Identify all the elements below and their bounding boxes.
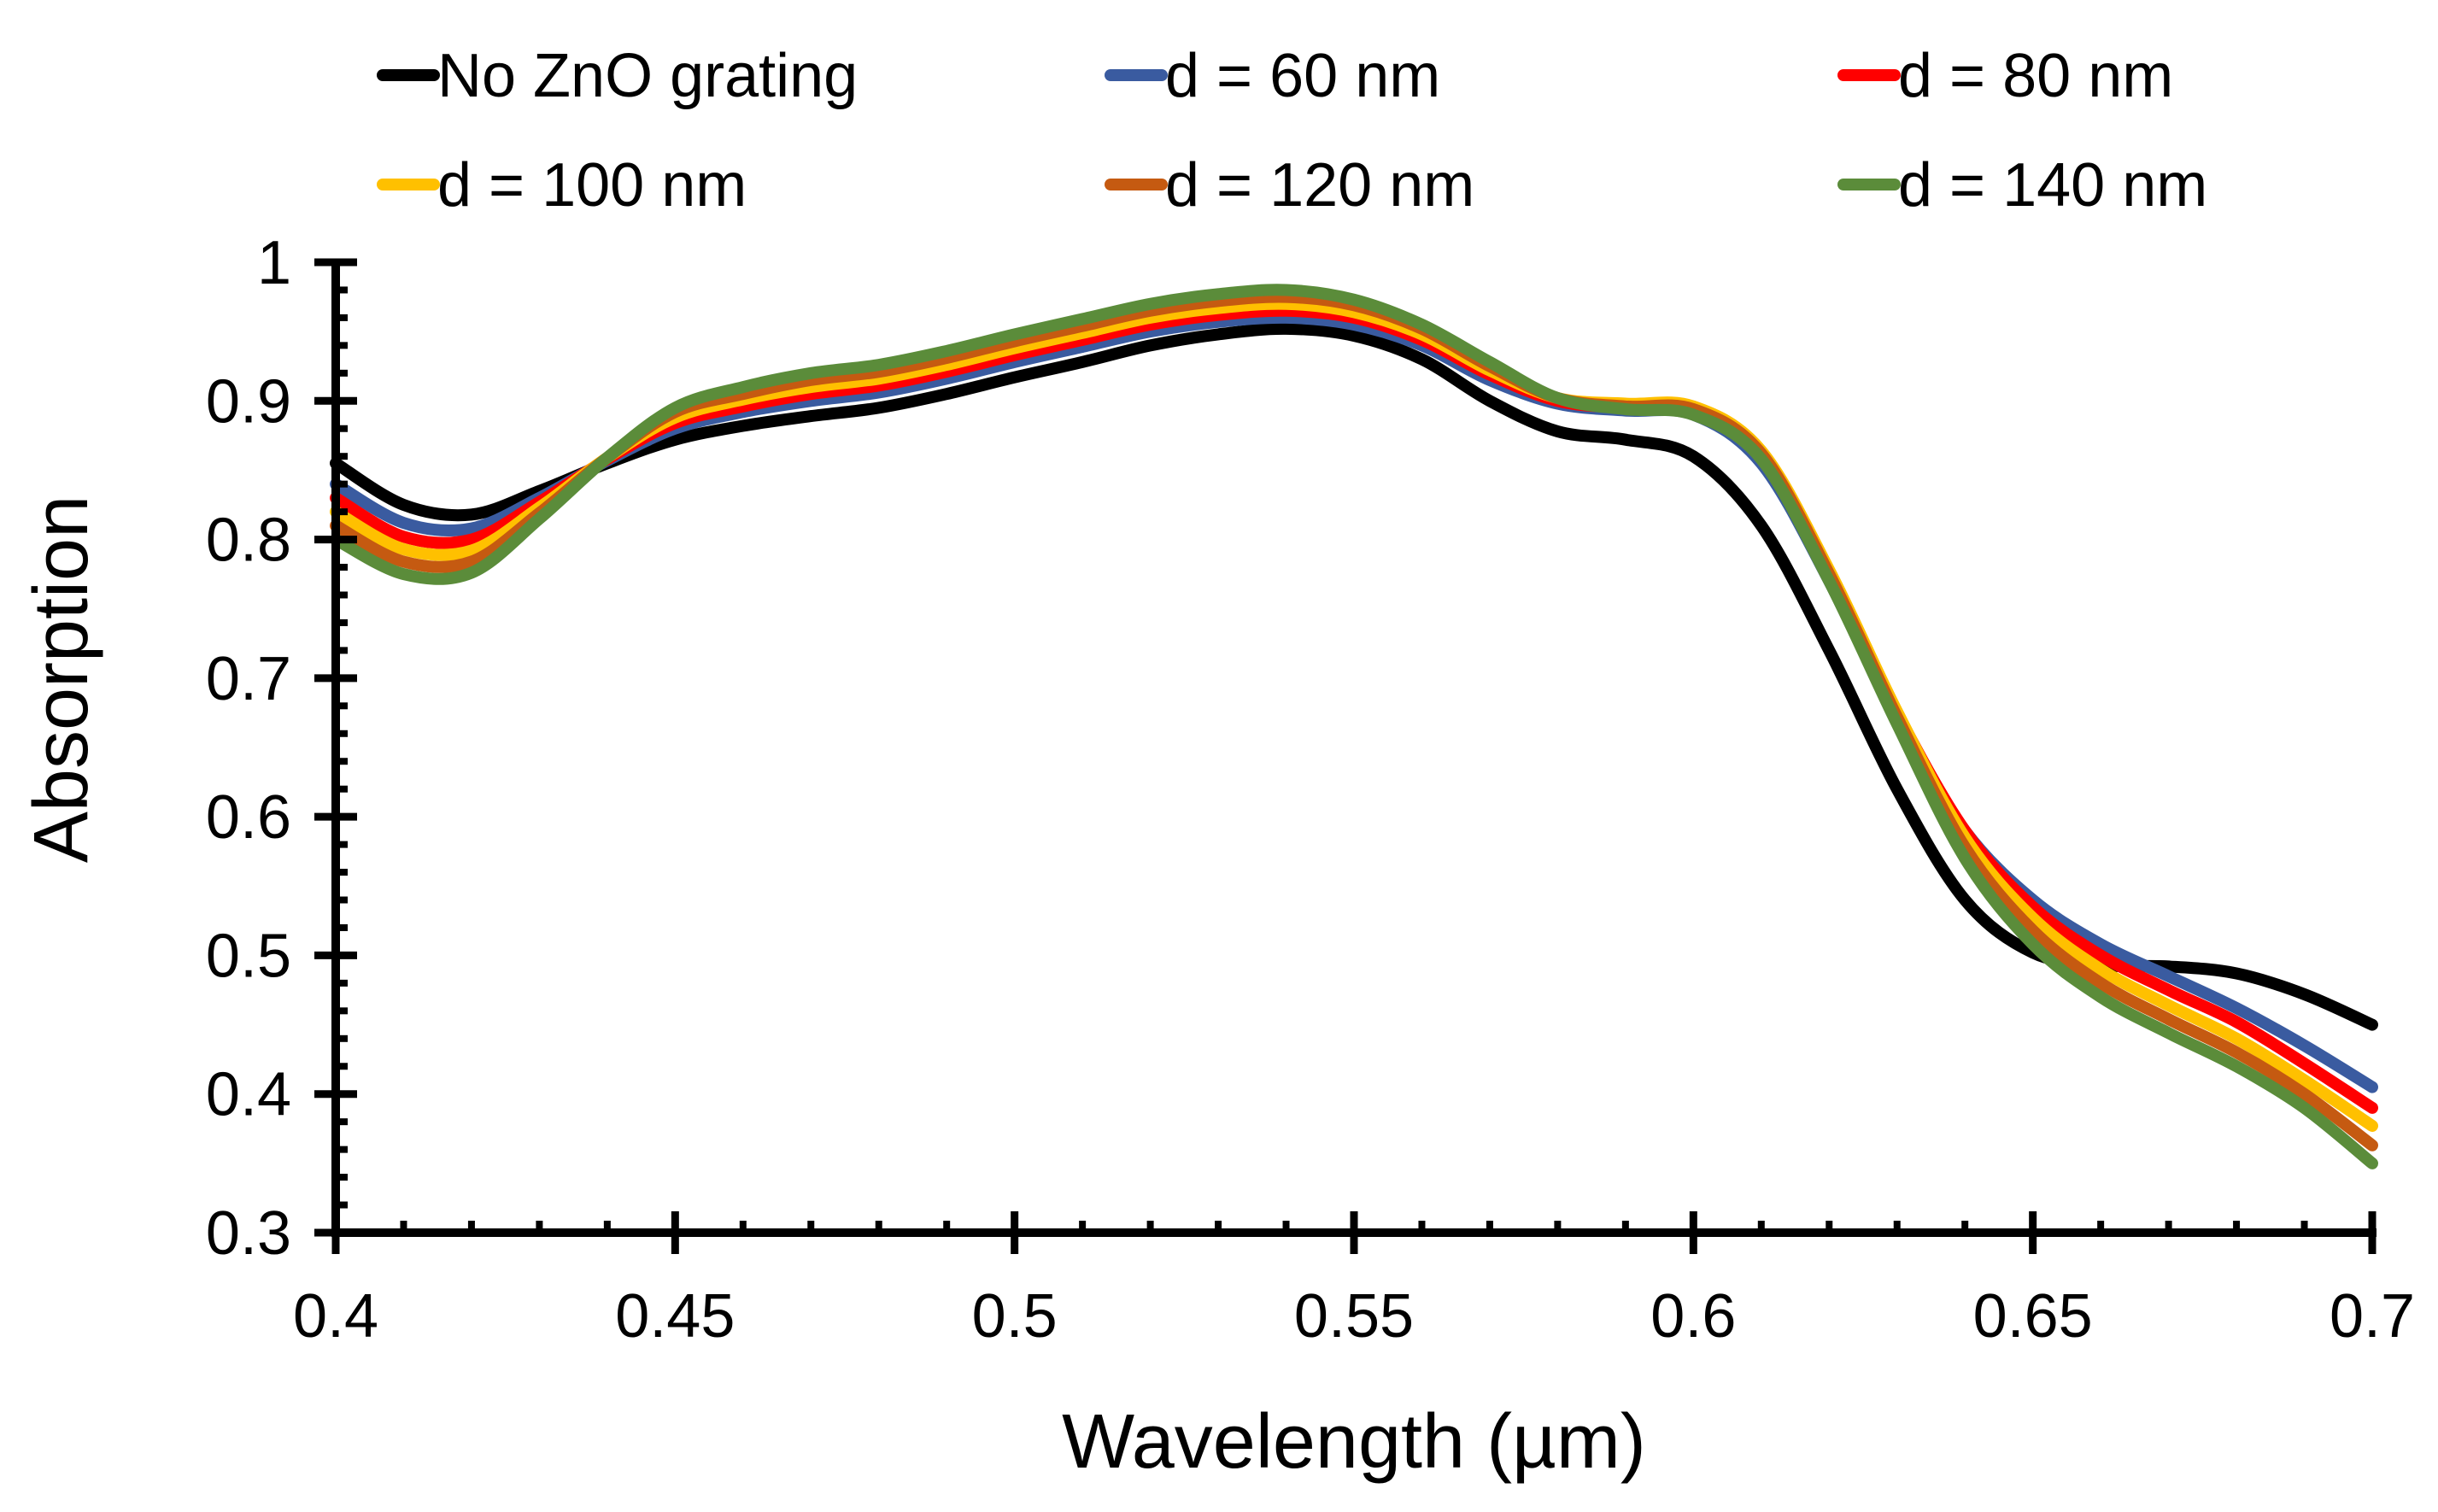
legend-label: d = 60 nm — [1165, 42, 1440, 110]
y-tick-label: 0.8 — [206, 507, 291, 575]
x-axis-title: Wavelength (µm) — [1062, 1399, 1646, 1485]
legend-item: d = 80 nm — [1837, 42, 2173, 110]
legend-label: d = 140 nm — [1898, 151, 2207, 220]
y-tick-label: 0.7 — [206, 645, 291, 713]
y-tick-label: 0.6 — [206, 783, 291, 852]
legend-item: No ZnO grating — [377, 42, 858, 110]
legend-item: d = 60 nm — [1105, 42, 1440, 110]
y-tick-label: 1 — [257, 229, 291, 297]
series-line-1 — [330, 322, 2378, 1031]
legend-label: d = 100 nm — [437, 151, 747, 220]
x-tick-label: 0.7 — [2330, 1282, 2415, 1351]
legend-label: d = 120 nm — [1165, 151, 1474, 220]
x-tick-label: 0.45 — [615, 1282, 735, 1351]
legend-item: d = 100 nm — [377, 151, 747, 220]
legend-label: d = 80 nm — [1898, 42, 2173, 110]
x-tick-label: 0.55 — [1294, 1282, 1414, 1351]
series-layer — [330, 284, 2378, 1169]
axes-layer: 0.30.40.50.60.70.80.910.4 0.45 0.5 0.55 0.6 0… — [206, 229, 2415, 1351]
x-tick-label: 0.4 — [293, 1282, 378, 1351]
legend-label: No ZnO grating — [437, 42, 858, 110]
y-tick-label: 0.4 — [206, 1061, 291, 1129]
x-tick-label: 0.5 — [972, 1282, 1058, 1351]
y-tick-label: 0.5 — [206, 922, 291, 990]
y-axis-title: Absorption — [19, 495, 104, 863]
legend-item: d = 120 nm — [1105, 151, 1474, 220]
x-tick-label: 0.65 — [1973, 1282, 2093, 1351]
series-line-6 — [330, 284, 2378, 1169]
legend: No ZnO grating d = 60 nm d = 80 nm d = 100 … — [377, 42, 2207, 220]
x-tick-label: 0.6 — [1650, 1282, 1736, 1351]
y-tick-label: 0.3 — [206, 1199, 291, 1268]
legend-item: d = 140 nm — [1837, 151, 2207, 220]
y-tick-label: 0.9 — [206, 367, 291, 436]
